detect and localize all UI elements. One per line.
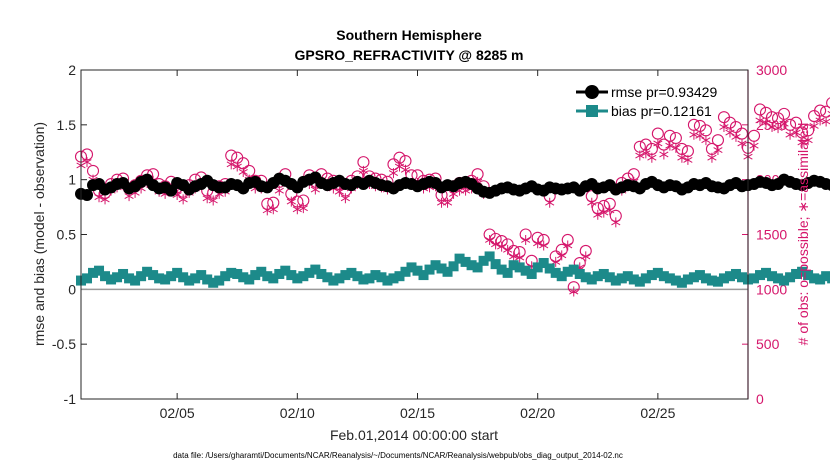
y-tick-label: -1 bbox=[64, 391, 77, 407]
plot-area bbox=[81, 70, 748, 399]
possible-obs-marker bbox=[749, 130, 760, 141]
legend-bias-label: bias pr=0.12161 bbox=[611, 103, 712, 119]
y-tick-label: 0.5 bbox=[57, 227, 77, 243]
chart-title: Southern Hemisphere bbox=[336, 27, 482, 43]
data-file-footnote: data file: /Users/gharamti/Documents/NCA… bbox=[173, 451, 623, 460]
x-tick-label: 02/25 bbox=[640, 405, 675, 421]
x-tick-label: 02/15 bbox=[400, 405, 435, 421]
legend-rmse-marker bbox=[585, 85, 599, 99]
legend-rmse-label: rmse pr=0.93429 bbox=[611, 84, 717, 100]
y2-tick-label: 500 bbox=[756, 336, 780, 352]
y-axis-label: rmse and bias (model - observation) bbox=[31, 122, 47, 346]
y-tick-label: 2 bbox=[68, 62, 76, 78]
y2-tick-label: 0 bbox=[756, 391, 764, 407]
y2-tick-label: 3000 bbox=[756, 62, 787, 78]
x-tick-label: 02/10 bbox=[280, 405, 315, 421]
y2-axis-label: # of obs: o=possible; ∗=assimilated bbox=[795, 123, 811, 346]
assimilated-obs-marker bbox=[750, 141, 759, 151]
x-axis-label: Feb.01,2014 00:00:00 start bbox=[330, 427, 498, 443]
y-tick-label: 1.5 bbox=[57, 117, 77, 133]
y2-tick-label: 1500 bbox=[756, 227, 787, 243]
x-tick-label: 02/20 bbox=[520, 405, 555, 421]
y-tick-label: 1 bbox=[68, 172, 76, 188]
chart-subtitle: GPSRO_REFRACTIVITY @ 8285 m bbox=[295, 47, 524, 63]
y-tick-label: 0 bbox=[68, 281, 76, 297]
x-tick-label: 02/05 bbox=[160, 405, 195, 421]
legend-bias-marker bbox=[586, 105, 598, 117]
y-tick-label: -0.5 bbox=[52, 336, 76, 352]
